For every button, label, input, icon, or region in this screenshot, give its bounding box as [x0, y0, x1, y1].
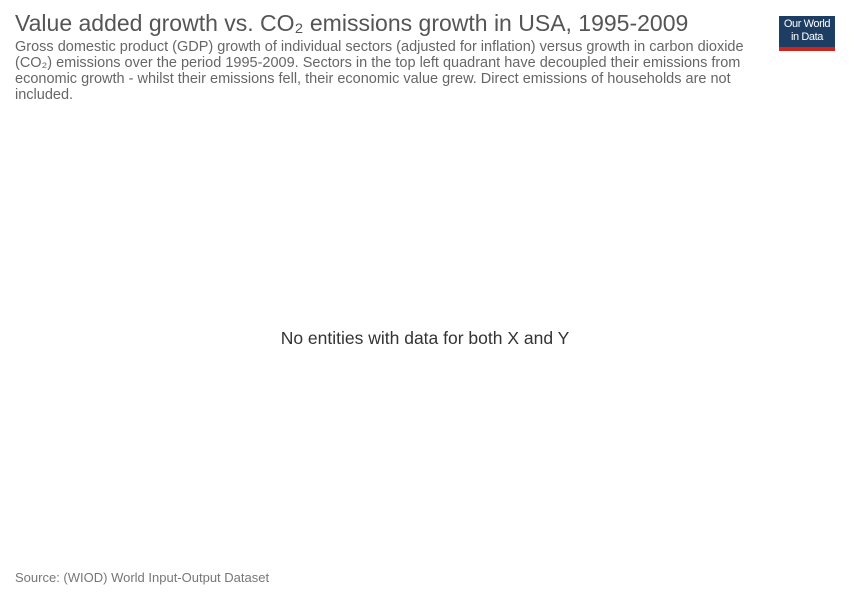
chart-subtitle: Gross domestic product (GDP) growth of i…: [15, 39, 744, 103]
no-data-message: No entities with data for both X and Y: [281, 328, 570, 348]
scatter-plot-area: No entities with data for both X and Y: [0, 110, 850, 560]
source-note[interactable]: Source: (WIOD) World Input-Output Datase…: [15, 570, 270, 585]
scatter-plot-svg: No entities with data for both X and Y: [281, 328, 570, 348]
logo-line-1: Our World: [783, 18, 831, 30]
owid-logo[interactable]: Our World in Data: [779, 16, 835, 51]
chart-title: Value added growth vs. CO₂ emissions gro…: [15, 10, 689, 36]
logo-line-2: in Data: [790, 31, 824, 43]
